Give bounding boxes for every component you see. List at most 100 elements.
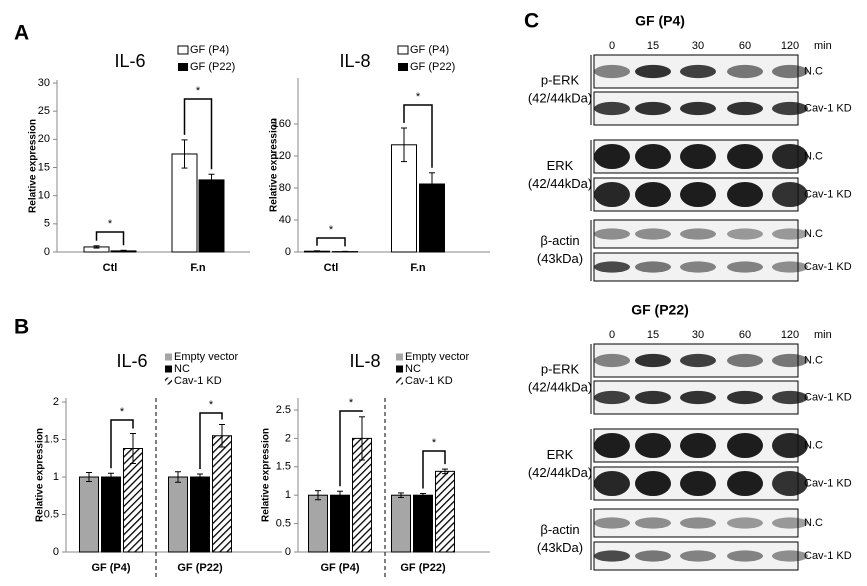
y-tick-label: 0: [53, 546, 59, 558]
blot-band: [772, 470, 808, 497]
y-tick-label: 1: [285, 489, 291, 501]
blot-band: [594, 181, 630, 208]
legend-label: GF (P22): [190, 61, 235, 73]
significance-bracket: [95, 231, 125, 246]
blot-band: [772, 517, 808, 529]
row-label: ERK: [547, 158, 574, 173]
error-bar: [86, 472, 92, 482]
blot-band: [635, 261, 671, 273]
significance-bracket: [199, 412, 223, 469]
lane-label: 120: [781, 40, 799, 52]
lane-label: 15: [647, 40, 659, 52]
blot-band: [727, 470, 763, 497]
blot-band: [680, 101, 716, 116]
blot-band: [594, 228, 630, 240]
y-tick-label: 0.5: [276, 518, 291, 530]
error-bar: [181, 139, 188, 169]
y-tick-label: 1.5: [276, 461, 291, 473]
error-bar: [219, 424, 225, 448]
blot-band: [680, 470, 716, 497]
y-tick-label: 2: [285, 432, 291, 444]
blot-band: [727, 228, 763, 240]
blot-band: [727, 143, 763, 170]
blot-band: [727, 517, 763, 529]
legend-label: GF (P22): [410, 61, 455, 73]
x-tick-label: GF (P22): [400, 562, 446, 574]
error-bar: [315, 490, 321, 501]
bar: [101, 476, 121, 553]
blot-band: [727, 550, 763, 562]
y-tick-label: 0: [285, 546, 291, 558]
legend-label: GF (P4): [410, 44, 449, 56]
error-bar: [429, 172, 435, 196]
bar: [391, 144, 417, 253]
lane-label: 30: [692, 329, 704, 341]
legend-label: GF (P4): [190, 44, 229, 56]
panel-label: B: [14, 316, 29, 339]
blot-band: [594, 517, 630, 529]
y-tick-label: 40: [279, 214, 291, 226]
blot-band: [680, 64, 716, 79]
condition-label: Cav-1 KD: [804, 261, 852, 273]
legend-swatch: [165, 377, 172, 385]
bar: [413, 494, 433, 553]
significance-mark: *: [432, 437, 437, 449]
blot-band: [594, 143, 630, 170]
blot-band: [727, 101, 763, 116]
lane-label: 60: [739, 40, 751, 52]
bar: [391, 494, 411, 553]
row-label: β-actin: [540, 522, 579, 537]
blot-band: [772, 228, 808, 240]
legend-swatch: [396, 377, 403, 385]
condition-label: N.C: [804, 150, 823, 162]
blot-band: [772, 261, 808, 273]
error-bar: [359, 416, 365, 461]
blot-band: [680, 432, 716, 459]
x-tick-label: Ctl: [324, 262, 339, 274]
row-label: β-actin: [540, 233, 579, 248]
blot-band: [680, 550, 716, 562]
x-tick-label: GF (P4): [320, 562, 359, 574]
blot-frame: [593, 219, 799, 249]
significance-mark: *: [209, 399, 214, 411]
blot-band: [635, 64, 671, 79]
blot-band: [594, 64, 630, 79]
x-tick-label: Ctl: [103, 262, 118, 274]
blot-frame: [593, 508, 799, 538]
blot-band: [680, 181, 716, 208]
lane-unit: min: [814, 329, 832, 341]
blot-band: [680, 353, 716, 368]
error-bar: [197, 473, 203, 481]
panel-label: C: [524, 10, 539, 33]
x-tick-label: GF (P22): [177, 562, 223, 574]
blot-band: [772, 550, 808, 562]
row-label: (43kDa): [537, 540, 583, 555]
lane-label: 30: [692, 40, 704, 52]
blot-band: [635, 390, 671, 405]
error-bar: [337, 490, 343, 500]
error-bar: [93, 245, 100, 249]
y-axis-label: Relative expression: [35, 428, 46, 522]
chart-title: IL-6: [114, 51, 145, 71]
condition-label: Cav-1 KD: [804, 477, 852, 489]
significance-bracket: [403, 104, 433, 168]
y-axis-label: Relative expression: [28, 119, 39, 213]
y-tick-label: 1.5: [44, 433, 59, 445]
blot-band: [680, 228, 716, 240]
lane-label: 15: [647, 329, 659, 341]
blot-band: [635, 143, 671, 170]
blot-band: [680, 390, 716, 405]
legend-swatch: [398, 63, 408, 71]
significance-bracket: [110, 419, 134, 469]
blot-band: [594, 390, 630, 405]
blot-band: [635, 432, 671, 459]
y-tick-label: 2: [53, 396, 59, 408]
legend-swatch: [177, 45, 189, 55]
error-bar: [208, 173, 215, 187]
blot-band: [727, 261, 763, 273]
error-bar: [130, 433, 136, 464]
blot-band: [594, 353, 630, 368]
row-label: p-ERK: [541, 361, 580, 376]
blot-band: [772, 101, 808, 116]
